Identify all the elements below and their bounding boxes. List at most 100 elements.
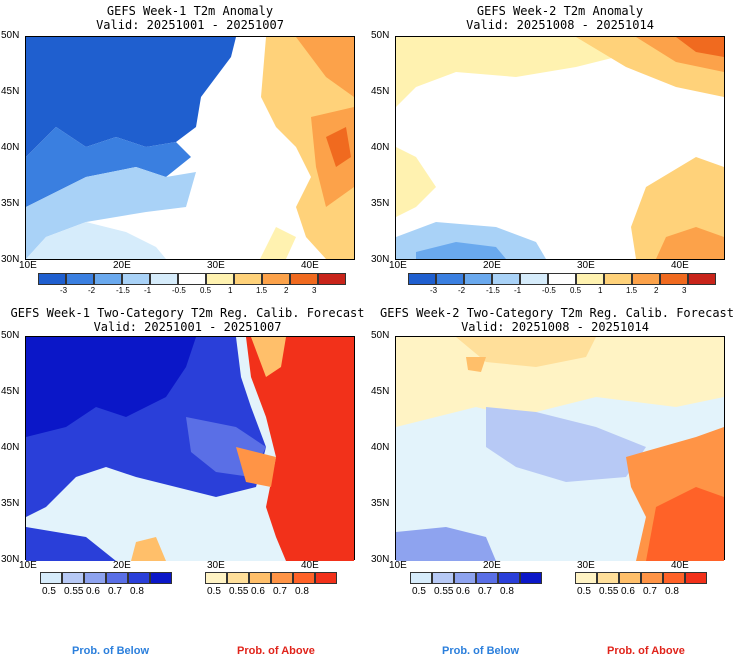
- lon-label: 40E: [301, 560, 319, 571]
- colorbar-segment: [408, 273, 436, 285]
- panel3-map: [25, 336, 355, 561]
- lon-label: 20E: [113, 560, 131, 571]
- lon-label: 10E: [389, 260, 407, 271]
- colorbar-tick-label: 0.55: [599, 586, 619, 597]
- colorbar-segment: [40, 572, 62, 584]
- lat-label: 30N: [1, 254, 20, 265]
- colorbar-tick-label: 2: [284, 286, 289, 295]
- lat-label: 30N: [371, 554, 390, 565]
- lat-label: 35N: [371, 198, 390, 209]
- colorbar-tick-label: 0.8: [295, 586, 309, 597]
- colorbar-segment: [641, 572, 663, 584]
- prob-below-colorbar-1: [40, 572, 172, 584]
- colorbar-segment: [249, 572, 271, 584]
- lat-label: 35N: [1, 498, 20, 509]
- panel3-title: GEFS Week-1 Two-Category T2m Reg. Calib.…: [10, 306, 365, 334]
- colorbar-segment: [685, 572, 707, 584]
- colorbar-tick-label: 1: [598, 286, 603, 295]
- colorbar-segment: [632, 273, 660, 285]
- colorbar-tick-label: 0.8: [500, 586, 514, 597]
- colorbar-segment: [94, 273, 122, 285]
- lat-label: 35N: [371, 498, 390, 509]
- colorbar-tick-label: 0.5: [42, 586, 56, 597]
- colorbar-tick-label: 3: [682, 286, 687, 295]
- lat-label: 35N: [1, 198, 20, 209]
- colorbar-tick-label: 0.5: [570, 286, 582, 295]
- lon-label: 40E: [671, 560, 689, 571]
- colorbar-segment: [688, 273, 716, 285]
- lat-label: 45N: [371, 386, 390, 397]
- legend-above-2: Prob. of Above: [607, 645, 685, 657]
- colorbar-tick-label: 0.7: [478, 586, 492, 597]
- anomaly-colorbar-2: [408, 273, 716, 285]
- colorbar-segment: [663, 572, 685, 584]
- lon-label: 30E: [207, 560, 225, 571]
- lon-label: 10E: [19, 560, 37, 571]
- lon-label: 20E: [483, 560, 501, 571]
- colorbar-tick-label: 0.55: [434, 586, 454, 597]
- colorbar-segment: [150, 273, 178, 285]
- colorbar-segment: [520, 273, 548, 285]
- colorbar-segment: [178, 273, 206, 285]
- colorbar-tick-label: 0.55: [229, 586, 249, 597]
- colorbar-segment: [262, 273, 290, 285]
- colorbar-tick-label: 0.6: [621, 586, 635, 597]
- colorbar-segment: [106, 572, 128, 584]
- colorbar-segment: [492, 273, 520, 285]
- colorbar-tick-label: 0.7: [643, 586, 657, 597]
- colorbar-segment: [619, 572, 641, 584]
- colorbar-segment: [205, 572, 227, 584]
- prob-above-colorbar-1: [205, 572, 337, 584]
- panel4-map: [395, 336, 725, 561]
- colorbar-segment: [62, 572, 84, 584]
- colorbar-tick-label: 0.5: [200, 286, 212, 295]
- colorbar-tick-label: 0.5: [577, 586, 591, 597]
- lon-label: 30E: [577, 260, 595, 271]
- colorbar-tick-label: 3: [312, 286, 317, 295]
- colorbar-tick-label: 0.8: [130, 586, 144, 597]
- anomaly-colorbar-1: [38, 273, 346, 285]
- lon-label: 30E: [207, 260, 225, 271]
- lat-label: 30N: [371, 254, 390, 265]
- legend-above-1: Prob. of Above: [237, 645, 315, 657]
- colorbar-tick-label: -0.5: [172, 286, 186, 295]
- panel2-map: [395, 36, 725, 260]
- colorbar-segment: [432, 572, 454, 584]
- colorbar-tick-label: 1.5: [256, 286, 268, 295]
- colorbar-segment: [576, 273, 604, 285]
- colorbar-tick-label: 0.55: [64, 586, 84, 597]
- colorbar-segment: [548, 273, 576, 285]
- lat-label: 50N: [371, 330, 390, 341]
- lon-label: 30E: [577, 560, 595, 571]
- colorbar-segment: [150, 572, 172, 584]
- panel1-title: GEFS Week-1 T2m Anomaly Valid: 20251001 -…: [96, 4, 284, 32]
- colorbar-segment: [84, 572, 106, 584]
- prob-above-colorbar-2: [575, 572, 707, 584]
- colorbar-segment: [660, 273, 688, 285]
- lat-label: 45N: [1, 86, 20, 97]
- colorbar-tick-label: -1.5: [486, 286, 500, 295]
- colorbar-tick-label: -0.5: [542, 286, 556, 295]
- colorbar-tick-label: -1: [144, 286, 152, 295]
- colorbar-segment: [604, 273, 632, 285]
- colorbar-segment: [206, 273, 234, 285]
- lon-label: 10E: [389, 560, 407, 571]
- colorbar-tick-label: -1: [514, 286, 522, 295]
- colorbar-tick-label: -3: [60, 286, 68, 295]
- colorbar-segment: [66, 273, 94, 285]
- lat-label: 40N: [1, 442, 20, 453]
- colorbar-tick-label: 0.5: [412, 586, 426, 597]
- colorbar-segment: [227, 572, 249, 584]
- lat-label: 40N: [371, 442, 390, 453]
- colorbar-segment: [38, 273, 66, 285]
- colorbar-segment: [315, 572, 337, 584]
- colorbar-tick-label: -1.5: [116, 286, 130, 295]
- colorbar-tick-label: 2: [654, 286, 659, 295]
- panel2-title: GEFS Week-2 T2m Anomaly Valid: 20251008 -…: [466, 4, 654, 32]
- lon-label: 40E: [301, 260, 319, 271]
- lat-label: 40N: [371, 142, 390, 153]
- colorbar-tick-label: 0.6: [251, 586, 265, 597]
- colorbar-tick-label: 0.5: [207, 586, 221, 597]
- colorbar-segment: [575, 572, 597, 584]
- colorbar-segment: [290, 273, 318, 285]
